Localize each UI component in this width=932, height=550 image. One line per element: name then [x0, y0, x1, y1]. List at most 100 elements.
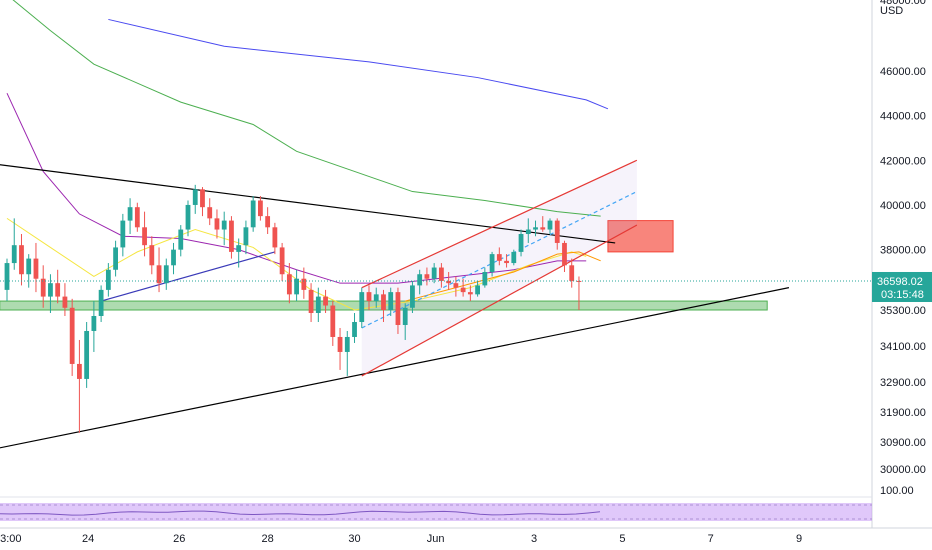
candle-body — [163, 265, 169, 284]
triangle-bottom-line — [0, 287, 790, 449]
resistance-box — [607, 220, 674, 253]
price-tick-label: 30900.00 — [880, 437, 926, 449]
candle-body — [192, 189, 198, 205]
candle-body — [337, 336, 343, 352]
price-badge-value: 36598.02 — [877, 276, 923, 288]
candle-body — [149, 245, 155, 266]
candle-body — [410, 285, 415, 308]
candle-body — [576, 280, 582, 282]
candle-body — [207, 207, 213, 219]
price-tick-label: 46000.00 — [880, 66, 926, 78]
candle-body — [265, 216, 271, 228]
candle-body — [431, 267, 437, 279]
candle-body — [496, 254, 502, 261]
candle-body — [467, 292, 473, 295]
candle-body — [315, 296, 321, 313]
candle-body — [460, 287, 466, 293]
candle-body — [294, 278, 299, 295]
candle-body — [229, 220, 234, 252]
candle-body — [359, 292, 365, 322]
candle-body — [69, 307, 75, 364]
candle-body — [540, 227, 546, 230]
candle-body — [381, 294, 386, 310]
candle-body — [120, 220, 126, 248]
candle-body — [11, 245, 17, 264]
candle-body — [91, 315, 97, 331]
candle-body — [286, 274, 292, 295]
time-tick-label: 24 — [82, 533, 94, 545]
time-tick-label: 3 — [531, 533, 537, 545]
candle-body — [308, 289, 314, 313]
price-tick-label: 32900.00 — [880, 377, 926, 389]
time-tick-label: 26 — [173, 533, 185, 545]
candle-body — [504, 260, 509, 264]
candle-body — [40, 278, 46, 297]
candle-body — [453, 283, 459, 288]
candle-body — [279, 247, 285, 275]
wedge-support-line — [100, 251, 276, 302]
rsi-tick-label: 100.00 — [880, 485, 914, 497]
price-badge-bg — [872, 271, 932, 302]
time-tick-label: 28 — [262, 533, 274, 545]
moving-average-line-2 — [12, 0, 601, 217]
rsi-line — [0, 510, 601, 516]
candle-body — [127, 207, 133, 221]
candle-body — [424, 274, 430, 279]
candle-body — [4, 263, 10, 290]
candle-body — [171, 249, 176, 266]
time-axis[interactable]: 13:00 24 26 28 30 Jun 3 5 7 9 — [0, 533, 802, 545]
candles-layer — [4, 184, 582, 433]
channel-fill — [361, 160, 637, 376]
price-tick-label: 44000.00 — [880, 111, 926, 123]
candle-body — [439, 267, 444, 281]
price-tick-top: 48000.00 — [880, 0, 926, 7]
candle-body — [98, 289, 104, 316]
chart-grid — [0, 0, 932, 529]
rsi-panel — [0, 503, 872, 521]
time-tick-label: Jun — [427, 533, 445, 545]
price-tick-label: 34100.00 — [880, 341, 926, 353]
candle-body — [525, 229, 531, 235]
candle-body — [77, 363, 82, 379]
candle-body — [482, 272, 488, 286]
trendlines-layer — [0, 159, 790, 449]
candle-body — [84, 330, 90, 379]
price-tick-label: 35300.00 — [880, 305, 926, 317]
time-tick-label: 5 — [619, 533, 625, 545]
candle-body — [344, 336, 350, 352]
candle-body — [272, 227, 278, 248]
candle-body — [323, 296, 328, 306]
candle-body — [142, 227, 147, 246]
price-tick-label: 42000.00 — [880, 155, 926, 167]
candle-body — [562, 242, 567, 266]
candle-body — [113, 247, 118, 270]
price-tick-label: 30000.00 — [880, 464, 926, 476]
price-badge-countdown: 03:15:48 — [881, 289, 924, 301]
candle-body — [134, 207, 140, 228]
moving-average-line-5 — [405, 251, 601, 302]
candle-body — [55, 283, 61, 297]
candle-body — [373, 294, 379, 302]
time-tick-label: 7 — [708, 533, 714, 545]
candle-body — [489, 254, 495, 273]
candle-body — [395, 292, 401, 325]
candle-body — [178, 229, 184, 250]
candle-body — [475, 285, 480, 295]
candle-body — [366, 292, 372, 302]
channel-lower-line — [361, 224, 638, 377]
candle-body — [388, 292, 394, 310]
time-tick-label: 9 — [796, 533, 802, 545]
candle-body — [48, 283, 53, 297]
candle-body — [547, 220, 553, 230]
candle-body — [243, 227, 249, 246]
candle-body — [214, 218, 220, 230]
candle-body — [417, 274, 423, 286]
triangle-top-line — [0, 164, 616, 244]
candle-body — [402, 307, 408, 325]
candle-body — [33, 258, 39, 279]
moving-average-line-1 — [108, 18, 609, 110]
candle-body — [352, 321, 357, 337]
